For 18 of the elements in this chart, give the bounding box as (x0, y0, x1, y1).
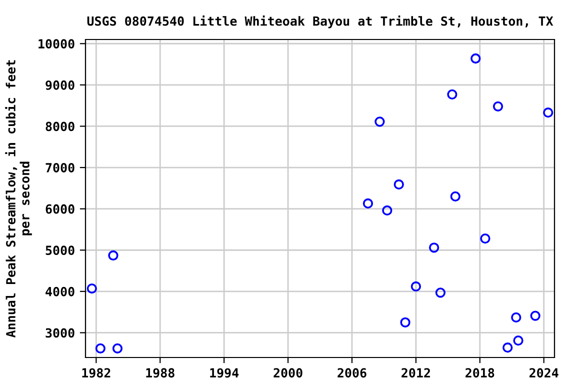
x-tick-label: 2006 (338, 368, 366, 378)
y-tick-label: 8000 (46, 122, 74, 132)
y-tick-label: 10000 (38, 39, 74, 49)
x-tick-label: 1994 (210, 368, 239, 378)
x-tick-label: 2024 (529, 368, 558, 378)
y-tick-label: 5000 (46, 246, 74, 256)
x-tick-label: 2018 (466, 368, 494, 378)
chart-title: USGS 08074540 Little Whiteoak Bayou at Trimble St, Houston, TX (87, 15, 554, 28)
y-tick-label: 4000 (46, 286, 74, 296)
y-axis-title: Annual Peak Streamflow, in cubic feet per second (5, 60, 32, 338)
x-tick-label: 2012 (402, 368, 430, 378)
x-tick-label: 1988 (146, 368, 174, 378)
x-tick-label: 1982 (82, 368, 110, 378)
y-tick-label: 3000 (46, 328, 74, 338)
x-tick-label: 2000 (274, 368, 302, 378)
y-tick-label: 7000 (46, 163, 74, 172)
y-tick-label: 9000 (46, 80, 74, 90)
y-tick-label: 6000 (46, 204, 74, 214)
